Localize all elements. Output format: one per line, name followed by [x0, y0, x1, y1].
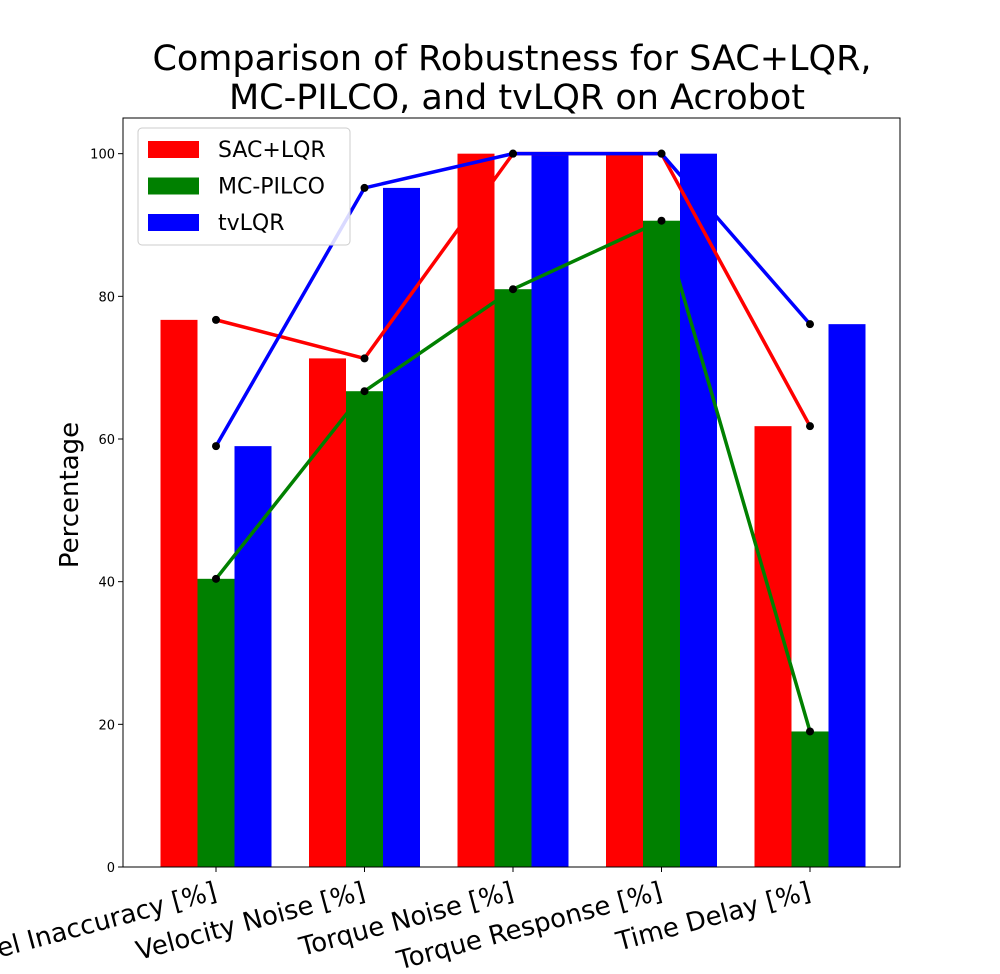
point-sac-lqr-time-delay: [806, 422, 814, 431]
bar-tvlqr-torque-noise: [531, 153, 569, 867]
legend-label-mc-pilco: MC-PILCO: [218, 175, 325, 200]
legend-swatch-tvlqr: [148, 214, 199, 231]
bars-group: [160, 153, 866, 868]
y-tick-label: 60: [98, 433, 115, 448]
legend-swatch-mc-pilco: [148, 177, 199, 195]
bar-tvlqr-time-delay: [828, 324, 866, 867]
bar-tvlqr-model-inaccuracy: [234, 446, 272, 867]
bar-tvlqr-torque-response: [680, 153, 717, 867]
y-axis-label: Percentage: [55, 422, 85, 568]
y-tick-label: 0: [107, 861, 115, 876]
legend-label-sac-lqr: SAC+LQR: [218, 138, 326, 163]
point-mc-pilco-torque-response: [657, 216, 666, 225]
y-tick-label: 40: [98, 576, 115, 591]
chart-title-line-1: Comparison of Robustness for SAC+LQR,: [152, 39, 871, 79]
point-mc-pilco-model-inaccuracy: [212, 574, 220, 583]
bar-mc-pilco-velocity-noise: [346, 391, 383, 867]
legend-swatch-sac-lqr: [148, 141, 199, 158]
point-mc-pilco-time-delay: [806, 727, 814, 736]
bar-sac-lqr-torque-noise: [457, 153, 495, 867]
bar-sac-lqr-velocity-noise: [309, 358, 346, 867]
plot-frame: [122, 117, 901, 868]
y-ticks-group: 0 20 40 60 80 100: [90, 148, 123, 876]
y-tick-label: 100: [90, 148, 115, 163]
bar-mc-pilco-model-inaccuracy: [197, 578, 235, 867]
bar-tvlqr-velocity-noise: [383, 187, 420, 867]
legend: SAC+LQR MC-PILCO tvLQR: [137, 127, 351, 246]
y-tick-label: 20: [98, 718, 115, 733]
point-tvlqr-torque-noise: [509, 149, 517, 158]
x-ticks-group: Model Inaccuracy [%]Velocity Noise [%]To…: [0, 867, 814, 974]
point-tvlqr-model-inaccuracy: [212, 442, 220, 451]
point-sac-lqr-velocity-noise: [360, 354, 369, 363]
point-mc-pilco-velocity-noise: [360, 387, 369, 396]
bar-sac-lqr-model-inaccuracy: [160, 319, 198, 868]
bar-sac-lqr-torque-response: [606, 153, 643, 867]
bar-mc-pilco-time-delay: [791, 731, 829, 867]
point-sac-lqr-model-inaccuracy: [212, 315, 220, 324]
point-mc-pilco-torque-noise: [509, 285, 517, 294]
point-tvlqr-torque-response: [657, 149, 666, 158]
chart-title-line-2: MC-PILCO, and tvLQR on Acrobot: [229, 78, 805, 118]
overlay-lines-group: [212, 149, 814, 736]
bar-mc-pilco-torque-noise: [494, 289, 532, 867]
legend-label-tvlqr: tvLQR: [218, 211, 285, 236]
point-tvlqr-time-delay: [806, 320, 814, 329]
bar-mc-pilco-torque-response: [643, 220, 680, 868]
point-tvlqr-velocity-noise: [360, 183, 369, 192]
y-tick-label: 80: [98, 290, 115, 305]
